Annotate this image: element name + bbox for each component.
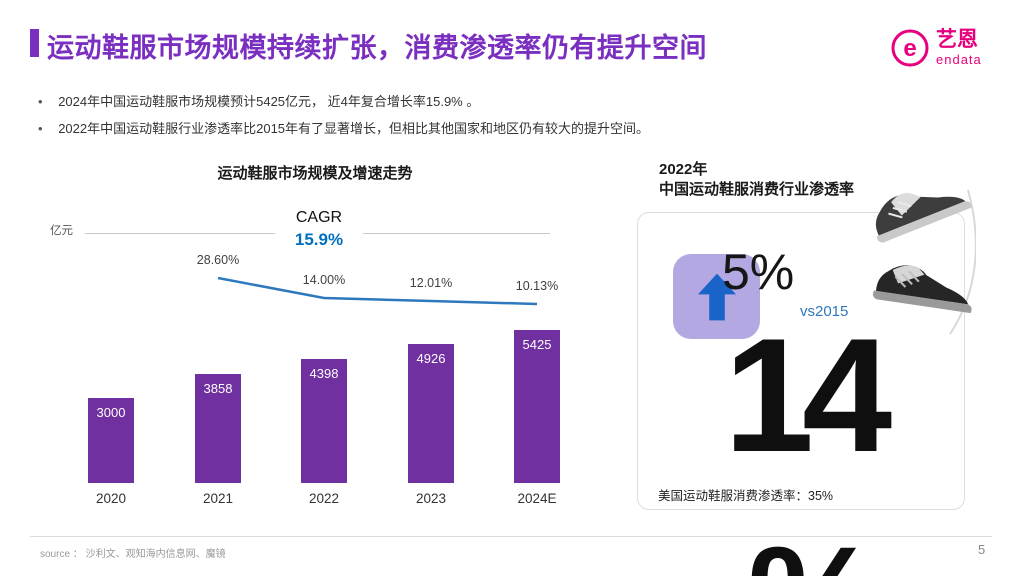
sneaker-top bbox=[875, 193, 972, 243]
title-accent-bar bbox=[30, 29, 39, 57]
arrow-up-icon bbox=[697, 273, 736, 320]
panel-heading: 2022年 中国运动鞋服消费行业渗透率 bbox=[659, 160, 854, 200]
logo-letter: e bbox=[903, 35, 916, 62]
bullet-item-1: 2024年中国运动鞋服市场规模预计5425亿元， 近4年复合增长率15.9% 。 bbox=[38, 91, 479, 110]
growth-rate-label: 14.00% bbox=[302, 273, 346, 287]
bar-2023: 4926 bbox=[408, 344, 454, 483]
bullet-text-2: 2022年中国运动鞋服行业渗透率比2015年有了显著增长，但相比其他国家和地区仍… bbox=[58, 121, 650, 136]
endata-logo: e 艺恩 endata bbox=[890, 28, 982, 68]
bar-2020: 3000 bbox=[88, 398, 134, 483]
bar-2021: 3858 bbox=[195, 374, 241, 483]
bullet-text-1: 2024年中国运动鞋服市场规模预计5425亿元， 近4年复合增长率15.9% 。 bbox=[58, 94, 480, 109]
bar-value-label: 4926 bbox=[416, 351, 446, 366]
penetration-stat-card: 5% vs2015 14 美国运动鞋服消费渗透率：35% bbox=[637, 212, 965, 510]
bar-value-label: 3000 bbox=[96, 405, 126, 420]
source-note: source ： 沙利文、观知海内信息网、魔镜 bbox=[40, 549, 226, 560]
benchmark-note: 美国运动鞋服消费渗透率：35% bbox=[658, 489, 834, 503]
penetration-big-number: 14 bbox=[724, 305, 892, 486]
cagr-value: 15.9% bbox=[294, 230, 344, 249]
page-title: 运动鞋服市场规模持续扩张，消费渗透率仍有提升空间 bbox=[47, 33, 707, 63]
x-axis-label: 2022 bbox=[308, 491, 340, 506]
x-axis-label: 2023 bbox=[415, 491, 447, 506]
sneakers-image bbox=[856, 172, 977, 337]
endata-logo-icon: e bbox=[891, 29, 929, 67]
panel-heading-text: 中国运动鞋服消费行业渗透率 bbox=[659, 181, 855, 198]
cagr-label: CAGR bbox=[295, 209, 343, 226]
logo-text-cn: 艺恩 bbox=[936, 28, 978, 51]
growth-rate-label: 28.60% bbox=[196, 253, 240, 267]
chart-title: 运动鞋服市场规模及增速走势 bbox=[217, 165, 413, 182]
x-axis-label: 2021 bbox=[202, 491, 234, 506]
logo-text: 艺恩 endata bbox=[936, 28, 982, 67]
delta-vs-label: vs2015 bbox=[800, 303, 849, 320]
sneakers-illustration bbox=[872, 189, 977, 335]
logo-text-en: endata bbox=[936, 52, 982, 67]
bar-2024E: 5425 bbox=[514, 330, 560, 483]
delta-badge bbox=[673, 254, 760, 339]
bar-value-label: 3858 bbox=[203, 381, 233, 396]
growth-rate-label: 10.13% bbox=[515, 279, 559, 293]
footer-divider bbox=[30, 536, 992, 537]
x-axis-label: 2020 bbox=[95, 491, 127, 506]
x-axis-label: 2024E bbox=[517, 491, 557, 506]
bullet-item-2: 2022年中国运动鞋服行业渗透率比2015年有了显著增长，但相比其他国家和地区仍… bbox=[38, 118, 649, 137]
growth-rate-label: 12.01% bbox=[409, 276, 453, 290]
page-number: 5 bbox=[978, 542, 986, 557]
sneaker-bottom bbox=[872, 265, 972, 314]
bar-value-label: 4398 bbox=[309, 366, 339, 381]
bar-2022: 4398 bbox=[301, 359, 347, 483]
delta-value: 5% bbox=[722, 244, 795, 300]
decorative-curve bbox=[949, 189, 977, 335]
chart-plot: 3000 2020 3858 2021 4398 2022 4926 2023 5425 2024… bbox=[60, 245, 580, 506]
penetration-percent-sign: % bbox=[748, 524, 881, 576]
bar-value-label: 5425 bbox=[522, 337, 552, 352]
cagr-annotation: CAGR 15.9% bbox=[275, 209, 363, 250]
y-axis-unit-label: 亿元 bbox=[50, 225, 73, 237]
panel-heading-year: 2022年 bbox=[659, 161, 708, 178]
